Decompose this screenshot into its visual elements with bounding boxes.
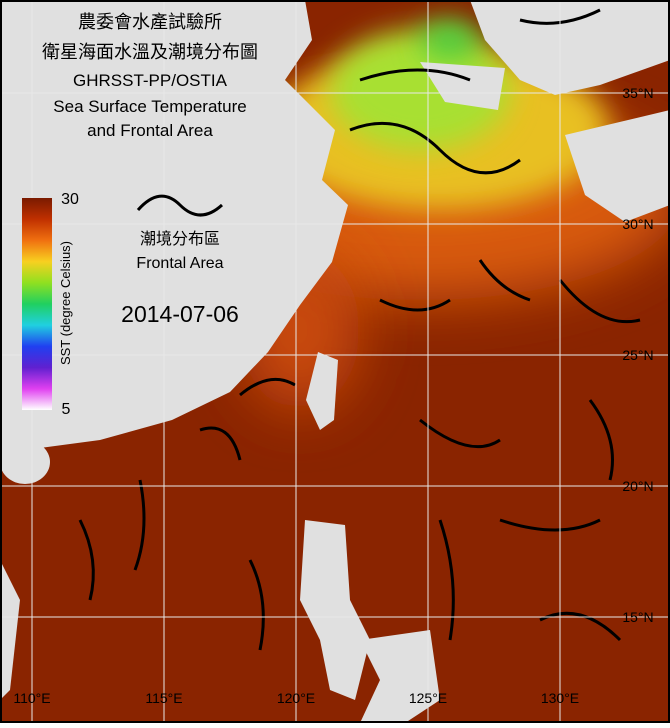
title-line: 農委會水產試驗所	[78, 12, 222, 32]
latitude-label: 15°N	[622, 609, 653, 625]
latitude-label: 35°N	[622, 85, 653, 101]
legend-label: 潮境分布區	[140, 229, 220, 248]
title-line: GHRSST-PP/OSTIA	[73, 71, 228, 90]
title-line: Sea Surface Temperature	[53, 97, 246, 116]
legend-symbol	[136, 194, 224, 217]
latitude-label: 20°N	[622, 478, 653, 494]
colorbar-min: 5	[62, 401, 71, 418]
longitude-label: 120°E	[277, 690, 315, 706]
longitude-label: 115°E	[145, 690, 182, 706]
latitude-label: 30°N	[622, 216, 653, 232]
date: 2014-07-06	[121, 301, 239, 327]
colorbar-max: 30	[61, 191, 79, 208]
title-line: 衛星海面水溫及潮境分布圖	[42, 42, 258, 62]
latitude-label: 25°N	[622, 347, 653, 363]
title-line: and Frontal Area	[87, 121, 213, 140]
longitude-label: 110°E	[13, 690, 50, 706]
legend-label: Frontal Area	[136, 255, 223, 272]
fronts	[78, 8, 641, 651]
colorbar	[22, 198, 52, 410]
longitude-label: 130°E	[541, 690, 579, 706]
longitude-label: 125°E	[409, 690, 447, 706]
colorbar-label: SST (degree Celsius)	[58, 241, 73, 365]
